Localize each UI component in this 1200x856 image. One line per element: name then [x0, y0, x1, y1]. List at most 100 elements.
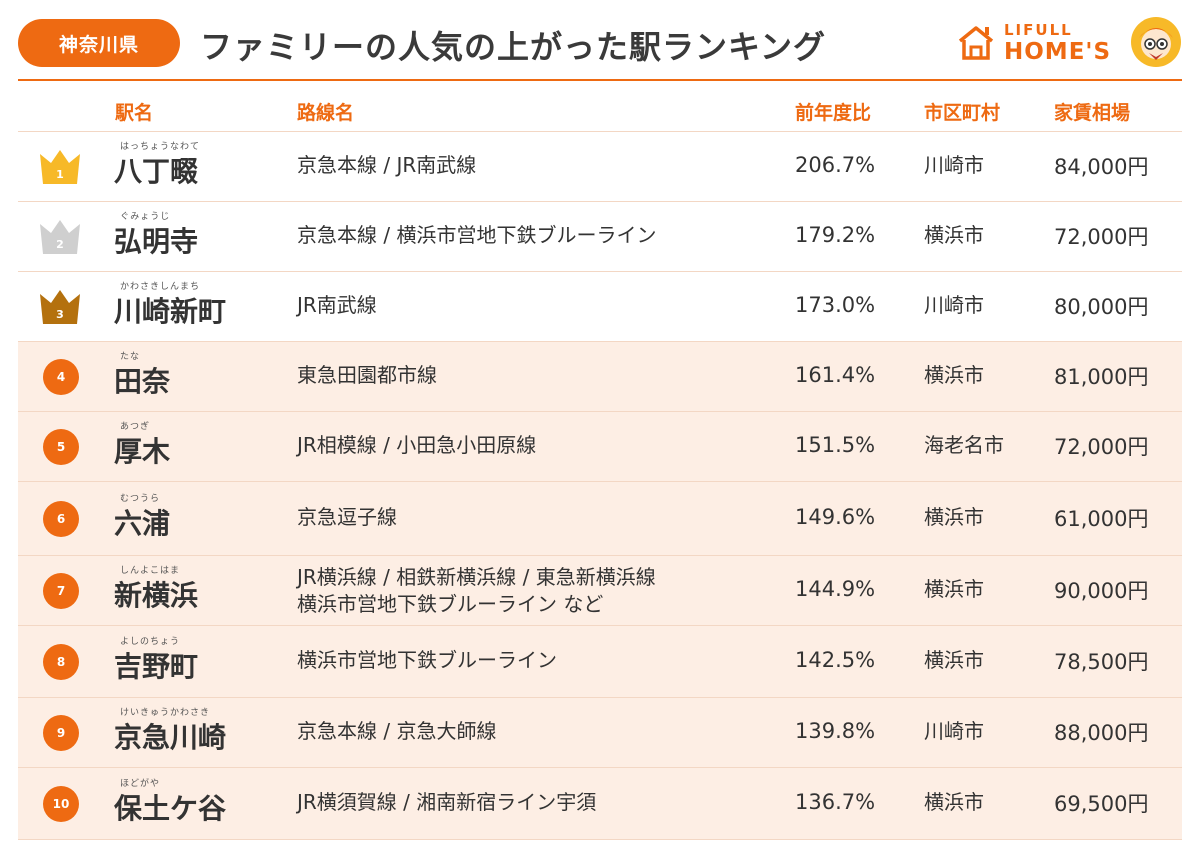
station-name: 京急川崎	[114, 721, 227, 754]
table-row: 9 けいきゅうかわさき京急川崎 京急本線 / 京急大師線 139.8% 川崎市 88,00…	[18, 698, 1182, 768]
yoy-ratio: 206.7%	[795, 153, 876, 177]
station-name: 保土ケ谷	[114, 792, 227, 825]
city-name: 川崎市	[924, 293, 984, 317]
page-title: ファミリーの人気の上がった駅ランキング	[200, 28, 827, 66]
row-divider	[18, 767, 1182, 768]
rent-price: 80,000円	[1054, 295, 1149, 319]
line-names: JR横須賀線 / 湘南新宿ライン宇須	[297, 790, 597, 814]
column-header-city: 市区町村	[924, 102, 1001, 124]
city-name: 海老名市	[924, 433, 1004, 457]
station-furigana: けいきゅうかわさき	[120, 708, 211, 718]
rank-badge: 4	[43, 359, 79, 395]
yoy-ratio: 139.8%	[795, 719, 876, 743]
rank-badge: 9	[43, 715, 79, 751]
row-divider	[18, 131, 1182, 132]
header: 神奈川県 ファミリーの人気の上がった駅ランキング LIFULL HOME'S	[0, 0, 1200, 82]
crown-rank-3-icon: 3	[40, 290, 80, 324]
line-names: JR相模線 / 小田急小田原線	[297, 433, 537, 457]
mascot-icon	[1131, 17, 1181, 67]
city-name: 横浜市	[924, 363, 984, 387]
line-names: 京急本線 / JR南武線	[297, 153, 477, 177]
line-names: 京急本線 / 横浜市営地下鉄ブルーライン	[297, 223, 657, 247]
rank-badge: 5	[43, 429, 79, 465]
yoy-ratio: 173.0%	[795, 293, 876, 317]
table-row: 3 かわさきしんまち川崎新町 JR南武線 173.0% 川崎市 80,000円	[18, 272, 1182, 342]
rank-badge: 10	[43, 786, 79, 822]
station-furigana: かわさきしんまち	[120, 282, 201, 292]
station-furigana: ほどがや	[120, 779, 161, 789]
table-row: 5 あつぎ厚木 JR相模線 / 小田急小田原線 151.5% 海老名市 72,000円	[18, 412, 1182, 482]
yoy-ratio: 142.5%	[795, 648, 876, 672]
station-name: 八丁畷	[114, 155, 199, 188]
station-name: 川崎新町	[114, 295, 227, 328]
row-divider	[18, 201, 1182, 202]
row-divider	[18, 341, 1182, 342]
house-icon	[958, 26, 994, 60]
column-header-lines: 路線名	[297, 102, 355, 124]
row-divider	[18, 839, 1182, 840]
station-name: 田奈	[114, 365, 171, 398]
table-row: 4 たな田奈 東急田園都市線 161.4% 横浜市 81,000円	[18, 342, 1182, 412]
station-furigana: ぐみょうじ	[120, 212, 171, 222]
yoy-ratio: 149.6%	[795, 505, 876, 529]
logo-text-bottom: HOME'S	[1004, 38, 1112, 65]
city-name: 川崎市	[924, 719, 984, 743]
table-row: 1 はっちょうなわて八丁畷 京急本線 / JR南武線 206.7% 川崎市 84,000円	[18, 132, 1182, 202]
city-name: 横浜市	[924, 648, 984, 672]
rent-price: 72,000円	[1054, 435, 1149, 459]
yoy-ratio: 136.7%	[795, 790, 876, 814]
rent-price: 78,500円	[1054, 650, 1149, 674]
crown-rank-1-icon: 1	[40, 150, 80, 184]
lifull-homes-logo: LIFULL HOME'S	[956, 20, 1111, 66]
logo-text-top: LIFULL	[1004, 20, 1073, 39]
station-name: 六浦	[114, 507, 171, 540]
city-name: 横浜市	[924, 505, 984, 529]
line-names: 横浜市営地下鉄ブルーライン	[297, 648, 557, 672]
crown-rank-2-icon: 2	[40, 220, 80, 254]
table-row: 8 よしのちょう吉野町 横浜市営地下鉄ブルーライン 142.5% 横浜市 78,500円	[18, 626, 1182, 698]
station-name: 厚木	[114, 435, 171, 468]
column-header-yoy: 前年度比	[795, 102, 872, 124]
column-header-station: 駅名	[115, 102, 154, 124]
station-furigana: あつぎ	[120, 422, 151, 432]
station-name: 弘明寺	[114, 225, 199, 258]
rank-badge: 7	[43, 573, 79, 609]
rank-badge: 6	[43, 501, 79, 537]
rank-badge: 8	[43, 644, 79, 680]
city-name: 川崎市	[924, 153, 984, 177]
rent-price: 81,000円	[1054, 365, 1149, 389]
city-name: 横浜市	[924, 790, 984, 814]
row-divider	[18, 625, 1182, 626]
station-name: 吉野町	[114, 650, 199, 683]
rent-price: 84,000円	[1054, 155, 1149, 179]
row-divider	[18, 411, 1182, 412]
station-furigana: たな	[120, 352, 141, 362]
table-row: 7 しんよこはま新横浜 JR横浜線 / 相鉄新横浜線 / 東急新横浜線 横浜市営地下鉄…	[18, 556, 1182, 626]
yoy-ratio: 161.4%	[795, 363, 876, 387]
line-names: 京急本線 / 京急大師線	[297, 719, 497, 743]
header-divider	[18, 79, 1182, 81]
city-name: 横浜市	[924, 223, 984, 247]
station-furigana: よしのちょう	[120, 637, 181, 647]
station-furigana: しんよこはま	[120, 566, 181, 576]
line-names: 京急逗子線	[297, 505, 397, 529]
rent-price: 61,000円	[1054, 507, 1149, 531]
column-header-rent: 家賃相場	[1054, 102, 1131, 124]
station-furigana: はっちょうなわて	[120, 142, 201, 152]
yoy-ratio: 151.5%	[795, 433, 876, 457]
station-name: 新横浜	[114, 579, 199, 612]
line-names: JR南武線	[297, 293, 377, 317]
line-names-cont: 横浜市営地下鉄ブルーライン など	[297, 592, 604, 616]
rank-number: 2	[56, 238, 64, 251]
rank-number: 1	[56, 168, 64, 181]
row-divider	[18, 555, 1182, 556]
yoy-ratio: 179.2%	[795, 223, 876, 247]
row-divider	[18, 697, 1182, 698]
line-names: JR横浜線 / 相鉄新横浜線 / 東急新横浜線	[297, 565, 656, 589]
table-row: 2 ぐみょうじ弘明寺 京急本線 / 横浜市営地下鉄ブルーライン 179.2% 横浜市 72…	[18, 202, 1182, 272]
rent-price: 88,000円	[1054, 721, 1149, 745]
line-names: 東急田園都市線	[297, 363, 437, 387]
yoy-ratio: 144.9%	[795, 577, 876, 601]
rent-price: 72,000円	[1054, 225, 1149, 249]
prefecture-badge: 神奈川県	[18, 19, 180, 67]
